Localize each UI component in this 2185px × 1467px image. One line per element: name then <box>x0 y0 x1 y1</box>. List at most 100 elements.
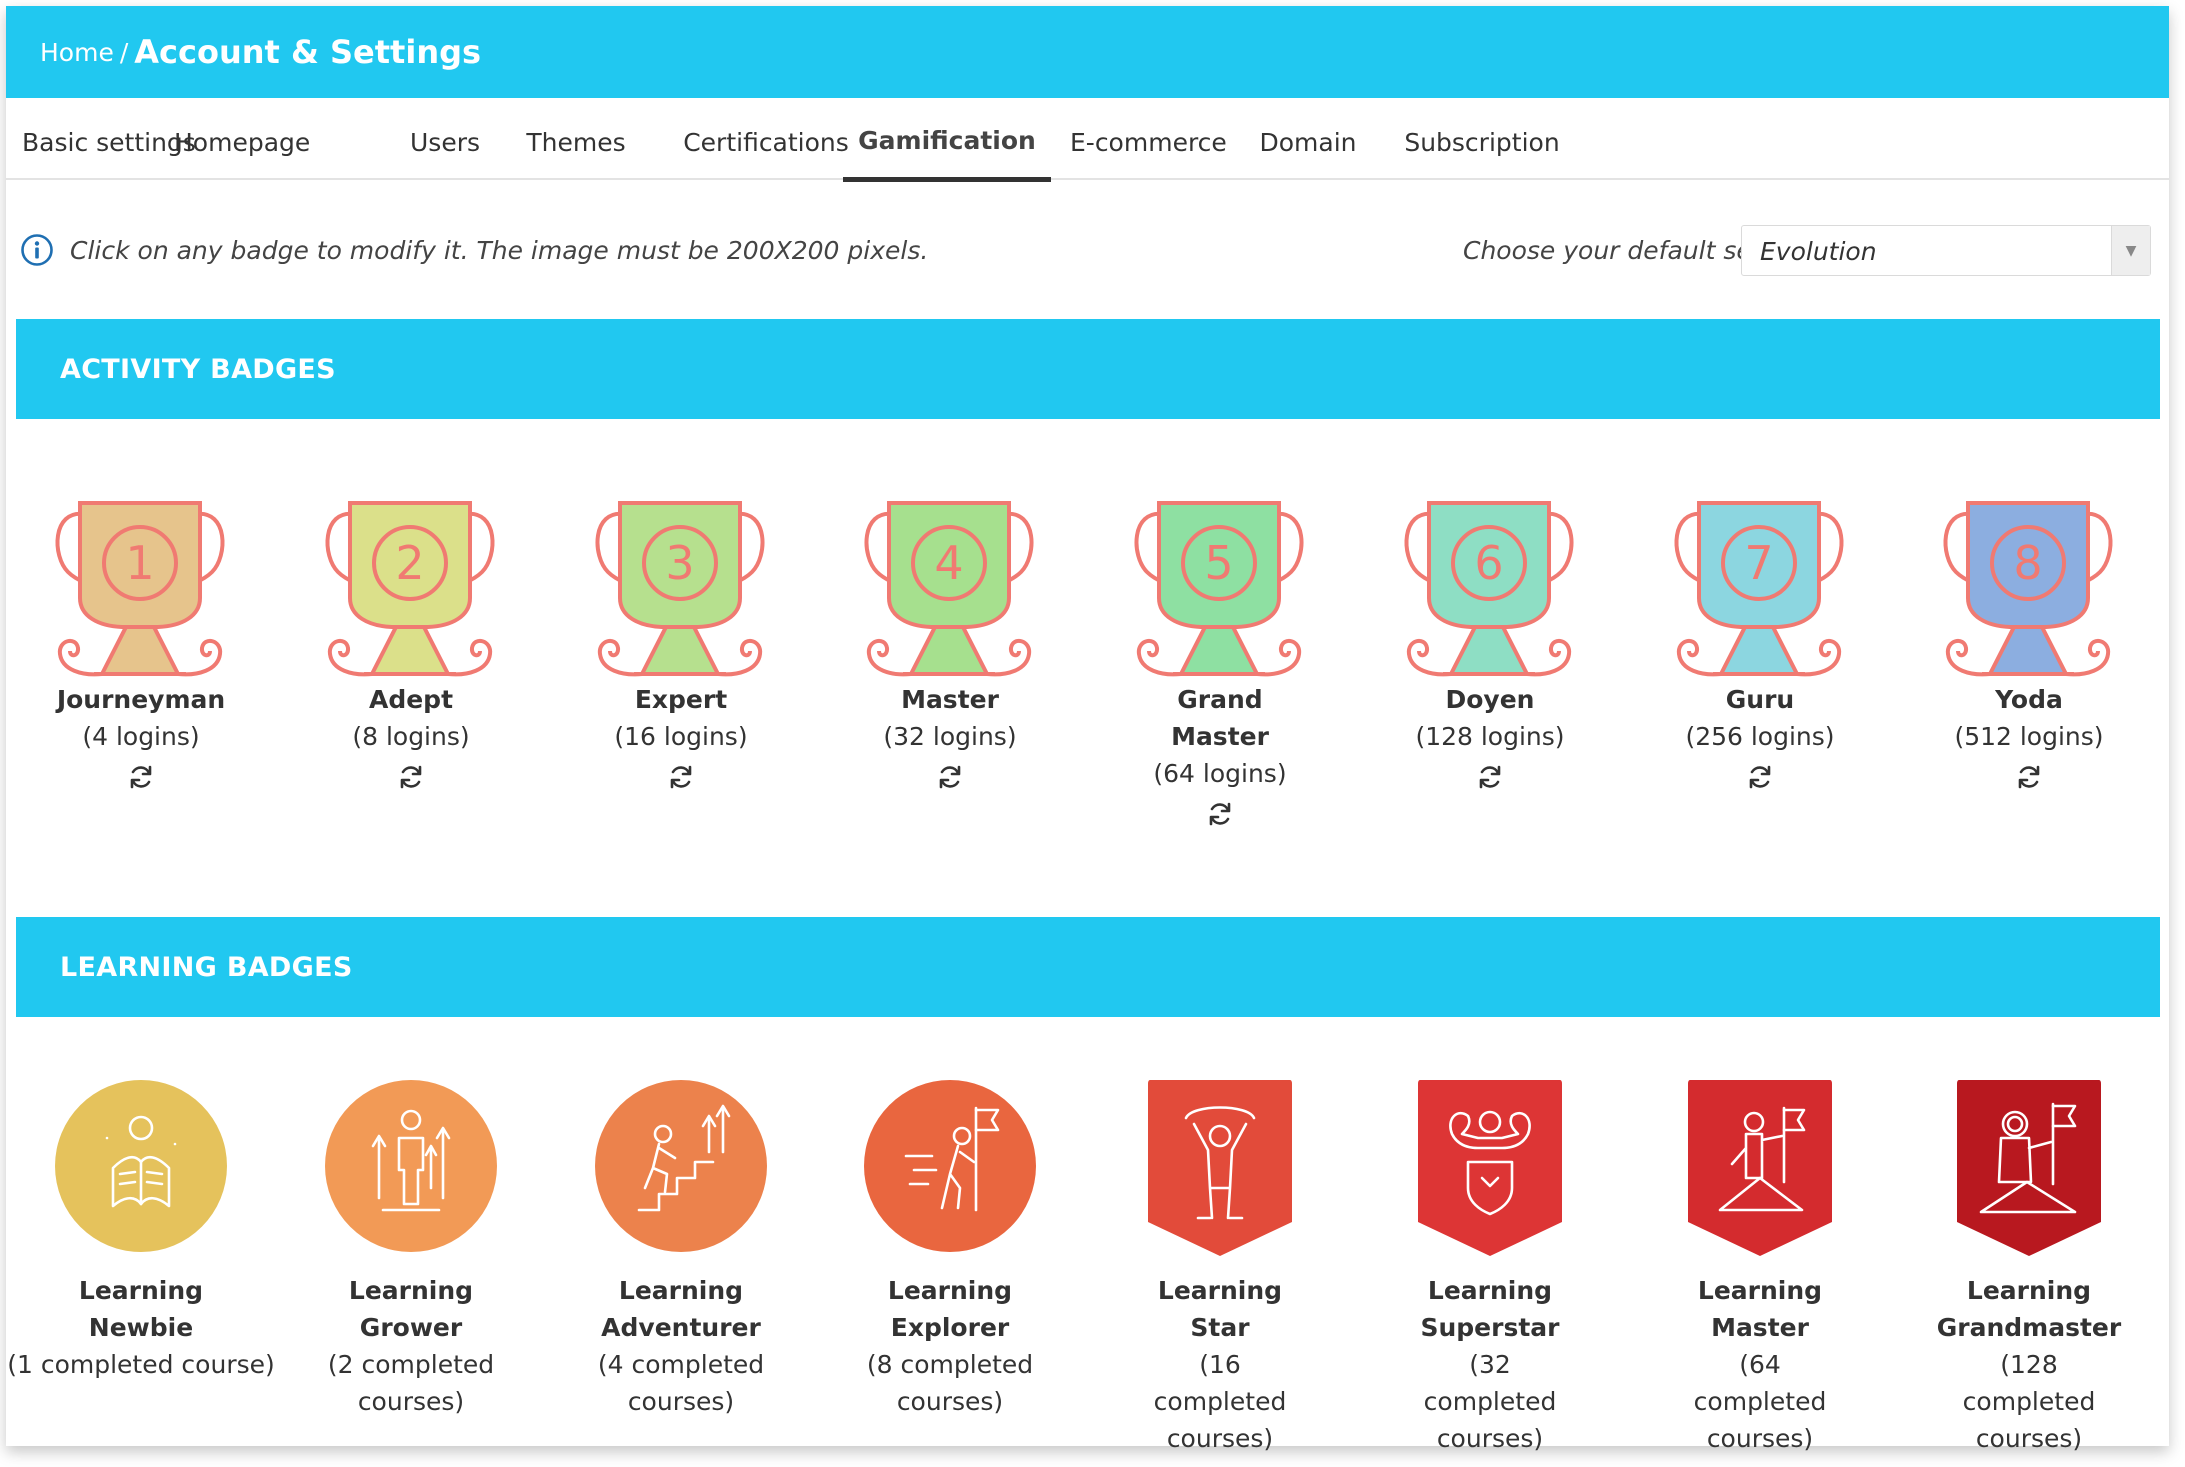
activity-badge-6[interactable]: 6 Doyen (128 logins) <box>1360 486 1620 791</box>
learning-badge-7[interactable]: Learning Master (64 completed courses) <box>1630 1078 1890 1457</box>
refresh-icon[interactable] <box>936 763 964 791</box>
default-set-label: Choose your default set <box>1463 236 1762 265</box>
activity-badges-header: ACTIVITY BADGES <box>16 319 2160 419</box>
trophy-icon[interactable]: 7 <box>1665 486 1855 681</box>
badge-name: Expert <box>634 685 728 714</box>
badge-name: Learning Explorer <box>887 1276 1013 1342</box>
activity-badge-3[interactable]: 3 Expert (16 logins) <box>551 486 811 791</box>
tab-basic-settings[interactable]: Basic settings <box>22 128 196 157</box>
learning-badge-8[interactable]: Learning Grandmaster (128 completed course… <box>1899 1078 2159 1457</box>
badge-requirement: (8 completed courses) <box>866 1350 1034 1416</box>
refresh-icon[interactable] <box>1476 763 1504 791</box>
info-text: Click on any badge to modify it. The ima… <box>70 235 929 265</box>
activity-badge-8[interactable]: 8 Yoda (512 logins) <box>1899 486 2159 791</box>
trophy-icon[interactable]: 8 <box>1934 486 2124 681</box>
tab-gamification[interactable]: Gamification <box>843 98 1051 182</box>
badge-name: Yoda <box>1995 685 2063 714</box>
summit-flag-icon[interactable] <box>1672 1078 1848 1256</box>
badge-number: 6 <box>1474 536 1503 590</box>
learning-badges-header: LEARNING BADGES <box>16 917 2160 1017</box>
badge-requirement: (32 completed courses) <box>1423 1350 1557 1453</box>
refresh-icon[interactable] <box>1746 763 1774 791</box>
trophy-icon[interactable]: 6 <box>1395 486 1585 681</box>
badge-requirement: (512 logins) <box>1954 722 2104 751</box>
badge-number: 8 <box>2013 536 2042 590</box>
badge-name: Doyen <box>1445 685 1535 714</box>
badge-name: Journeyman <box>56 685 226 714</box>
tab-subscription[interactable]: Subscription <box>1404 128 1560 157</box>
badge-number: 3 <box>665 536 694 590</box>
default-set-value: Evolution <box>1760 237 1877 266</box>
badge-requirement: (128 completed courses) <box>1962 1350 2096 1453</box>
badge-number: 5 <box>1204 536 1233 590</box>
badge-name: Learning Grandmaster <box>1936 1276 2122 1342</box>
tab-certifications[interactable]: Certifications <box>683 128 849 157</box>
trophy-icon[interactable]: 4 <box>855 486 1045 681</box>
badge-requirement: (64 logins) <box>1153 759 1287 788</box>
explorer-flag-icon[interactable] <box>862 1078 1038 1256</box>
reading-person-icon[interactable] <box>53 1078 229 1256</box>
astronaut-flag-icon[interactable] <box>1941 1078 2117 1256</box>
activity-badge-1[interactable]: 1 Journeyman (4 logins) <box>11 486 271 791</box>
trophy-icon[interactable]: 3 <box>586 486 776 681</box>
star-person-icon[interactable] <box>1132 1078 1308 1256</box>
badge-name: Adept <box>368 685 454 714</box>
badge-name: Grand Master <box>1171 685 1269 751</box>
strong-person-icon[interactable] <box>1402 1078 1578 1256</box>
info-row: Click on any badge to modify it. The ima… <box>20 228 928 272</box>
badge-requirement: (32 logins) <box>883 722 1017 751</box>
climbing-stairs-icon[interactable] <box>593 1078 769 1256</box>
badge-name: Learning Grower <box>348 1276 474 1342</box>
trophy-icon[interactable]: 5 <box>1125 486 1315 681</box>
badge-name: Guru <box>1725 685 1795 714</box>
page-title: Account & Settings <box>134 33 482 71</box>
activity-badge-4[interactable]: 4 Master (32 logins) <box>820 486 1080 791</box>
badge-name: Learning Master <box>1697 1276 1823 1342</box>
badge-number: 4 <box>934 536 963 590</box>
badge-requirement: (256 logins) <box>1685 722 1835 751</box>
activity-badge-2[interactable]: 2 Adept (8 logins) <box>281 486 541 791</box>
learning-badge-5[interactable]: Learning Star (16 completed courses) <box>1090 1078 1350 1457</box>
tab-domain[interactable]: Domain <box>1259 128 1357 157</box>
badge-name: Learning Star <box>1157 1276 1283 1342</box>
badge-requirement: (16 logins) <box>614 722 748 751</box>
refresh-icon[interactable] <box>127 763 155 791</box>
breadcrumb-home[interactable]: Home <box>40 37 114 67</box>
learning-badge-6[interactable]: Learning Superstar (32 completed courses) <box>1360 1078 1620 1457</box>
trophy-icon[interactable]: 2 <box>316 486 506 681</box>
growing-person-icon[interactable] <box>323 1078 499 1256</box>
trophy-icon[interactable]: 1 <box>46 486 236 681</box>
badge-number: 1 <box>125 536 154 590</box>
breadcrumb-separator: / <box>119 37 129 67</box>
badge-requirement: (1 completed course) <box>7 1350 275 1379</box>
refresh-icon[interactable] <box>1206 800 1234 828</box>
tab-users[interactable]: Users <box>410 128 481 157</box>
badge-requirement: (4 logins) <box>82 722 200 751</box>
activity-badge-5[interactable]: 5 Grand Master (64 logins) <box>1090 486 1350 828</box>
badge-number: 7 <box>1744 536 1773 590</box>
learning-badge-3[interactable]: Learning Adventurer (4 completed courses) <box>551 1078 811 1420</box>
tab-homepage[interactable]: Homepage <box>174 128 311 157</box>
refresh-icon[interactable] <box>667 763 695 791</box>
activity-badge-7[interactable]: 7 Guru (256 logins) <box>1630 486 1890 791</box>
chevron-down-icon[interactable]: ▼ <box>2111 226 2150 275</box>
refresh-icon[interactable] <box>397 763 425 791</box>
badge-name: Master <box>901 685 999 714</box>
learning-badge-2[interactable]: Learning Grower (2 completed courses) <box>281 1078 541 1420</box>
header-bar: Home / Account & Settings <box>6 6 2169 98</box>
badge-requirement: (2 completed courses) <box>327 1350 495 1416</box>
tab-themes[interactable]: Themes <box>526 128 626 157</box>
tab-ecommerce[interactable]: E-commerce <box>1070 128 1227 157</box>
learning-badge-1[interactable]: Learning Newbie (1 completed course) <box>7 1078 275 1383</box>
badge-requirement: (4 completed courses) <box>597 1350 765 1416</box>
badge-name: Learning Newbie <box>78 1276 204 1342</box>
badge-requirement: (8 logins) <box>352 722 470 751</box>
badge-name: Learning Superstar <box>1420 1276 1560 1342</box>
refresh-icon[interactable] <box>2015 763 2043 791</box>
badge-name: Learning Adventurer <box>601 1276 761 1342</box>
info-icon <box>21 234 53 266</box>
default-set-select[interactable]: Evolution ▼ <box>1741 225 2151 276</box>
badge-requirement: (128 logins) <box>1415 722 1565 751</box>
settings-tabs: Basic settings Homepage Users Themes Cer… <box>6 98 2169 182</box>
learning-badge-4[interactable]: Learning Explorer (8 completed courses) <box>820 1078 1080 1420</box>
